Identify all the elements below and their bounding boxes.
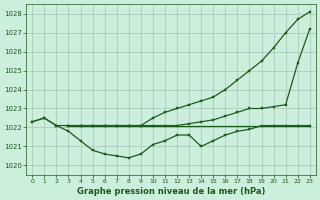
X-axis label: Graphe pression niveau de la mer (hPa): Graphe pression niveau de la mer (hPa) [77, 187, 265, 196]
